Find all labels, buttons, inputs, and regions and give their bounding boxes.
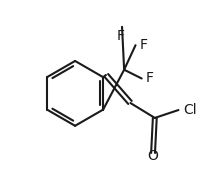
Text: Cl: Cl bbox=[183, 103, 196, 117]
Text: O: O bbox=[148, 150, 159, 163]
Text: F: F bbox=[146, 72, 154, 85]
Text: F: F bbox=[140, 38, 148, 52]
Text: F: F bbox=[117, 29, 125, 43]
